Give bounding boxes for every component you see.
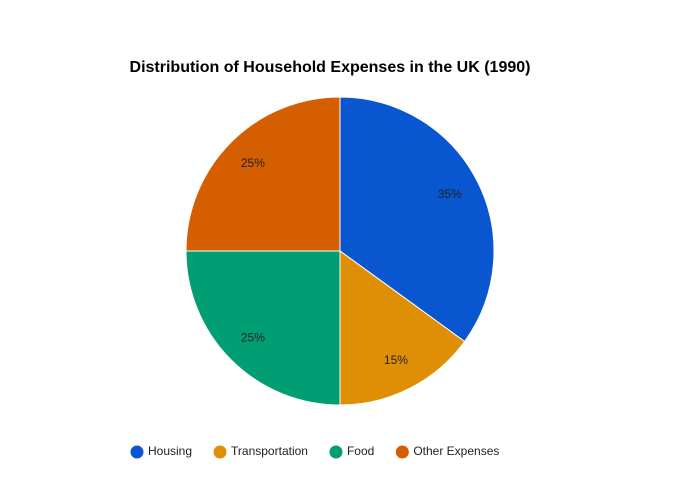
legend-label: Food (347, 444, 374, 458)
slice-label: 15% (384, 353, 408, 367)
legend-marker (329, 445, 343, 459)
pie-slice (185, 250, 341, 406)
slice-label: 25% (241, 156, 265, 170)
pie-slice (339, 96, 495, 343)
slice-label: 25% (241, 330, 265, 344)
chart-title: Distribution of Household Expenses in th… (130, 59, 531, 76)
legend-label: Other Expenses (413, 444, 499, 458)
pie-slice (339, 250, 466, 406)
legend-label: Housing (148, 444, 192, 458)
legend-marker (130, 445, 144, 459)
pie-slice (185, 96, 341, 252)
legend-marker (213, 445, 227, 459)
legend-marker (395, 445, 409, 459)
slice-label: 35% (438, 187, 462, 201)
legend-label: Transportation (231, 444, 308, 458)
